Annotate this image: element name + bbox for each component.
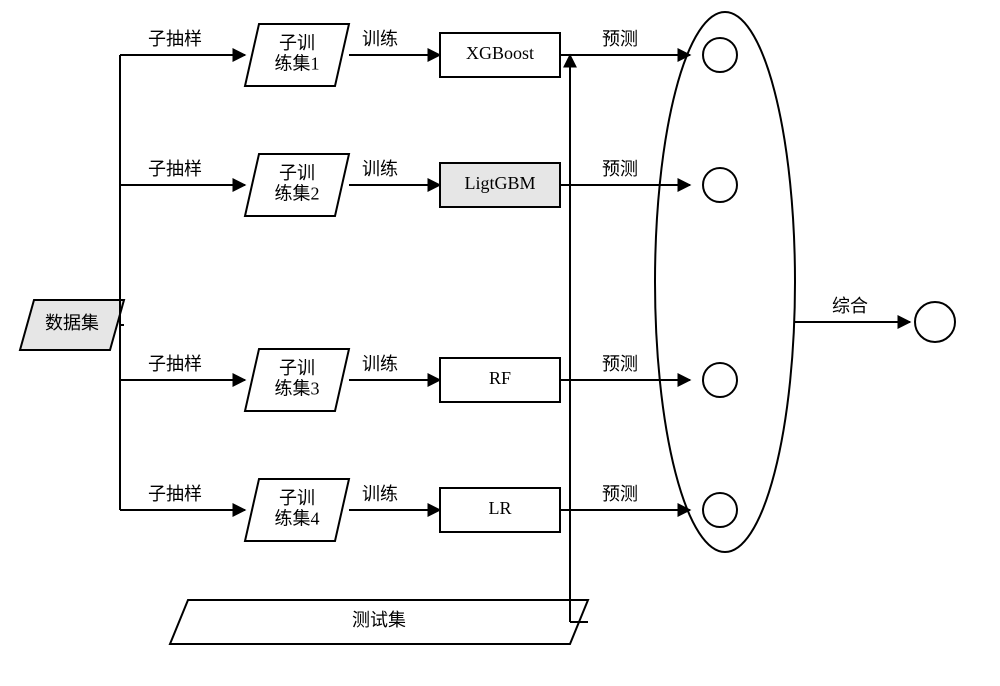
svg-text:练集4: 练集4: [275, 508, 320, 528]
svg-text:预测: 预测: [602, 484, 638, 504]
svg-text:子抽样: 子抽样: [148, 354, 202, 374]
svg-text:训练: 训练: [362, 159, 398, 179]
svg-text:练集1: 练集1: [275, 53, 320, 73]
svg-text:RF: RF: [489, 368, 511, 388]
svg-text:子抽样: 子抽样: [148, 29, 202, 49]
svg-text:LR: LR: [488, 498, 511, 518]
svg-text:子训: 子训: [279, 163, 315, 183]
svg-text:子训: 子训: [279, 488, 315, 508]
svg-text:练集3: 练集3: [275, 378, 320, 398]
svg-text:子训: 子训: [279, 33, 315, 53]
svg-text:训练: 训练: [362, 484, 398, 504]
svg-text:训练: 训练: [362, 29, 398, 49]
svg-text:测试集: 测试集: [352, 610, 406, 630]
svg-text:训练: 训练: [362, 354, 398, 374]
svg-text:LigtGBM: LigtGBM: [464, 173, 535, 193]
svg-text:预测: 预测: [602, 29, 638, 49]
svg-text:XGBoost: XGBoost: [466, 43, 534, 63]
svg-text:预测: 预测: [602, 354, 638, 374]
svg-text:子抽样: 子抽样: [148, 484, 202, 504]
svg-text:子训: 子训: [279, 358, 315, 378]
svg-text:预测: 预测: [602, 159, 638, 179]
svg-text:综合: 综合: [832, 296, 868, 316]
svg-text:练集2: 练集2: [275, 183, 320, 203]
svg-text:数据集: 数据集: [45, 313, 99, 333]
svg-text:子抽样: 子抽样: [148, 159, 202, 179]
